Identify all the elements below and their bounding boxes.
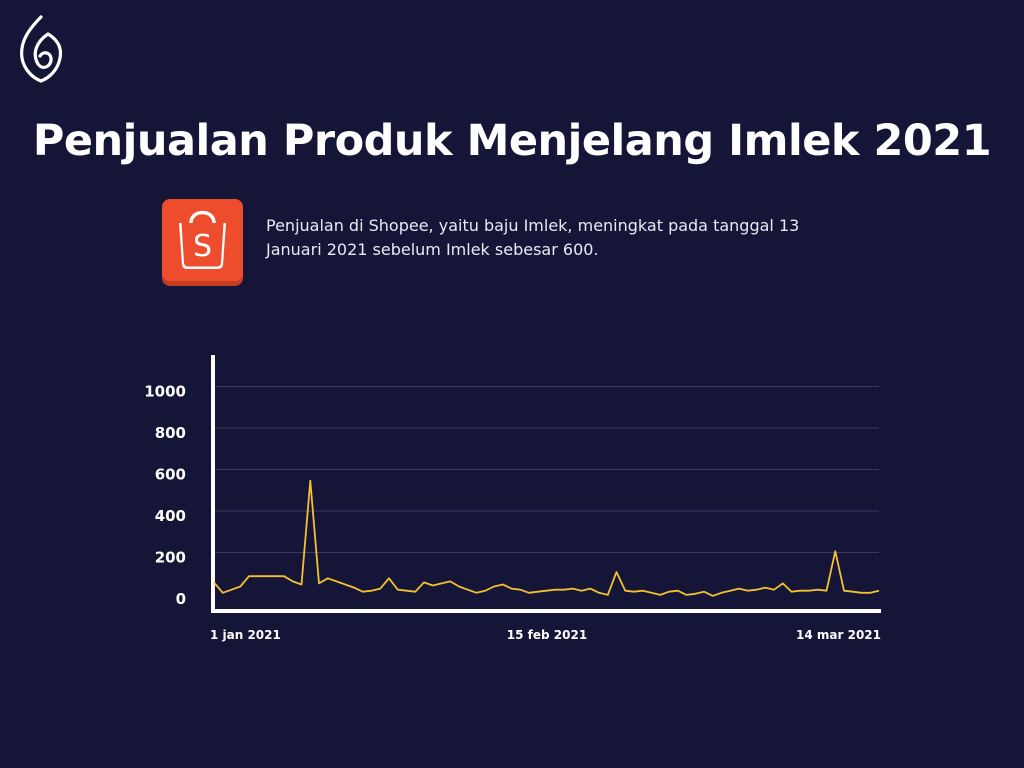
y-axis-line	[211, 355, 215, 612]
x-tick-label: 1 jan 2021	[210, 628, 281, 642]
y-tick-label: 600	[155, 466, 186, 484]
x-tick-label: 15 feb 2021	[507, 628, 587, 642]
brand-leaf-logo-icon	[20, 15, 63, 83]
shopee-bag-icon: S	[162, 199, 243, 286]
y-tick-label: 800	[155, 424, 186, 442]
y-tick-label: 200	[155, 549, 186, 567]
x-axis-line	[211, 609, 881, 613]
shopee-letter: S	[193, 229, 212, 264]
y-tick-label: 0	[176, 590, 186, 608]
y-tick-label: 400	[155, 507, 186, 525]
description-text: Penjualan di Shopee, yaitu baju Imlek, m…	[266, 216, 800, 259]
y-tick-label: 1000	[144, 383, 186, 401]
page-title: Penjualan Produk Menjelang Imlek 2021	[32, 116, 992, 166]
sales-series-line	[213, 479, 880, 597]
x-tick-label: 14 mar 2021	[796, 628, 881, 642]
